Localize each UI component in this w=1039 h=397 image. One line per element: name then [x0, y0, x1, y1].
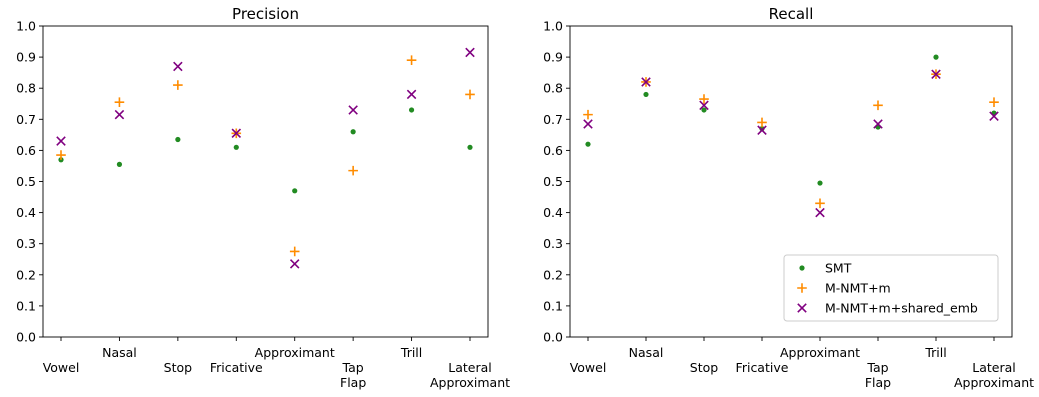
x-tick-label: Trill [924, 345, 946, 360]
x-tick-label: Lateral Approximant [954, 360, 1034, 390]
data-point [933, 54, 939, 60]
x-tick-label: Stop [690, 360, 718, 375]
data-point [350, 129, 356, 135]
data-point [701, 107, 707, 113]
y-tick-label: 0.4 [16, 205, 36, 220]
y-tick-label: 0.3 [543, 236, 563, 251]
data-point [815, 207, 825, 218]
data-point [931, 69, 941, 79]
data-point [699, 100, 709, 111]
y-tick-label: 0.9 [543, 50, 563, 65]
legend-label: M-NMT+m+shared_emb [825, 301, 978, 316]
data-point [465, 89, 475, 100]
data-point [465, 47, 475, 58]
data-point [989, 97, 999, 107]
chart-panel-1: Precision 0.0 0.1 0.2 0.3 0.4 0.5 0.6 0.7 0.8 0.9 1… [16, 5, 510, 390]
y-tick-label: 0.0 [543, 330, 563, 345]
x-tick-label: Fricative [736, 360, 789, 375]
x-tick-label: Stop [164, 360, 192, 375]
data-point [873, 119, 883, 129]
x-tick-label: Lateral Approximant [430, 360, 510, 390]
data-point [815, 198, 825, 209]
data-point [699, 94, 709, 104]
data-point [289, 246, 300, 257]
series-M-NMT+m+shared_emb [583, 69, 999, 218]
series-SMT [58, 107, 473, 194]
series-SMT [585, 54, 997, 186]
y-tick-label: 0.2 [16, 267, 36, 282]
y-tick-label: 0.4 [543, 205, 563, 220]
data-point [116, 161, 123, 167]
x-tick-label: Fricative [210, 360, 263, 375]
y-tick-label: 0.7 [543, 112, 563, 127]
legend-label: SMT [825, 261, 852, 276]
y-tick-label: 0.1 [16, 298, 36, 313]
legend: SMT M-NMT+m M-NMT+m+shared_emb [783, 254, 999, 322]
data-point [114, 109, 125, 120]
data-point [467, 144, 473, 150]
x-tick-label: Vowel [43, 360, 80, 375]
data-point [757, 125, 767, 135]
x-tick-label: Tap Flap [865, 360, 891, 390]
data-point [231, 128, 242, 139]
data-point [289, 259, 300, 269]
data-point [873, 100, 883, 111]
x-tick-label: Approximant [255, 345, 335, 360]
data-point [233, 144, 239, 150]
data-point [56, 150, 66, 160]
data-point [817, 180, 823, 186]
series-M-NMT+m [583, 69, 999, 209]
data-point [643, 91, 649, 98]
legend-marker [799, 265, 805, 271]
data-point [173, 80, 183, 90]
data-point [583, 109, 593, 120]
y-tick-label: 0.6 [16, 143, 36, 158]
y-tick-label: 0.0 [16, 330, 36, 345]
chart-title: Recall [769, 5, 814, 23]
data-point [408, 107, 415, 113]
data-point [348, 165, 358, 176]
data-point [406, 89, 417, 100]
data-point [348, 105, 358, 115]
y-tick-label: 0.2 [543, 267, 563, 282]
y-tick-label: 0.7 [16, 112, 36, 127]
x-tick-label: Nasal [629, 345, 664, 360]
data-point [292, 188, 298, 194]
y-tick-label: 0.1 [543, 298, 563, 313]
data-point [583, 119, 593, 129]
series-M-NMT+m+shared_emb [56, 47, 475, 269]
y-tick-label: 0.5 [543, 174, 563, 189]
data-point [173, 61, 183, 72]
legend-box [783, 254, 999, 322]
x-tick-label: Trill [400, 345, 422, 360]
y-tick-label: 0.8 [16, 81, 36, 96]
x-tick-label: Tap Flap [340, 360, 366, 390]
series-M-NMT+m [56, 55, 475, 257]
chart-title: Precision [232, 5, 299, 23]
data-point [989, 111, 999, 121]
y-tick-label: 0.6 [543, 143, 563, 158]
y-tick-label: 0.8 [543, 81, 563, 96]
y-tick-label: 0.5 [16, 174, 36, 189]
data-point [757, 117, 767, 128]
x-tick-label: Vowel [570, 360, 607, 375]
legend-marker [797, 303, 807, 313]
data-point [114, 97, 125, 107]
x-tick-label: Approximant [780, 345, 860, 360]
data-point [175, 136, 181, 143]
x-tick-label: Nasal [102, 345, 137, 360]
data-point [406, 55, 417, 66]
axes-frame [42, 25, 489, 338]
data-point [585, 141, 591, 147]
legend-label: M-NMT+m [825, 281, 891, 296]
y-tick-label: 1.0 [16, 19, 36, 34]
y-tick-label: 1.0 [543, 19, 563, 34]
y-tick-label: 0.3 [16, 236, 36, 251]
legend-marker [797, 283, 807, 293]
data-point [56, 136, 66, 146]
chart-panel-2: Recall 0.0 0.1 0.2 0.3 0.4 0.5 0.6 0.7 0.8 0.9 1.0 V… [543, 5, 1034, 390]
y-tick-label: 0.9 [16, 50, 36, 65]
data-point [641, 77, 651, 87]
